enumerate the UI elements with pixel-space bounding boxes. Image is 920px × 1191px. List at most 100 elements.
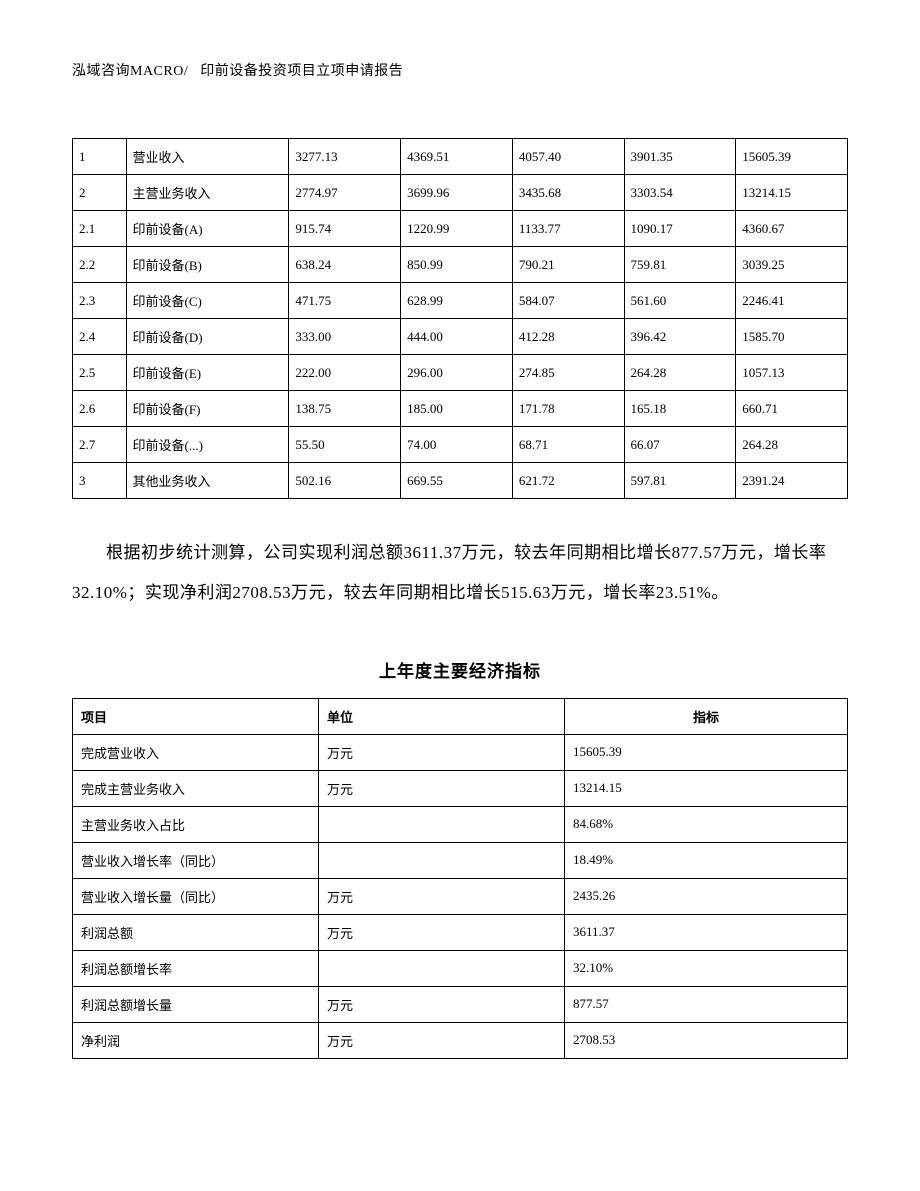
table-cell: 1585.70: [736, 319, 848, 355]
table-cell: 171.78: [512, 391, 624, 427]
table-row: 2.3印前设备(C)471.75628.99584.07561.602246.4…: [73, 283, 848, 319]
table-row: 完成主营业务收入万元13214.15: [73, 770, 848, 806]
table-cell: 印前设备(C): [126, 283, 289, 319]
table-cell: [319, 806, 565, 842]
indicator-header-item: 项目: [73, 698, 319, 734]
table-cell: 13214.15: [565, 770, 848, 806]
table-cell: 412.28: [512, 319, 624, 355]
table-cell: 3039.25: [736, 247, 848, 283]
table-cell: 1133.77: [512, 211, 624, 247]
table-cell: 2: [73, 175, 127, 211]
table-cell: 印前设备(E): [126, 355, 289, 391]
table-cell: 759.81: [624, 247, 736, 283]
table-cell: 2.4: [73, 319, 127, 355]
table-row: 2.2印前设备(B)638.24850.99790.21759.813039.2…: [73, 247, 848, 283]
table-row: 净利润万元2708.53: [73, 1022, 848, 1058]
table-cell: 印前设备(F): [126, 391, 289, 427]
table-cell: 2708.53: [565, 1022, 848, 1058]
table-cell: 2.5: [73, 355, 127, 391]
table-cell: 15605.39: [565, 734, 848, 770]
table-cell: 2.3: [73, 283, 127, 319]
table-cell: 净利润: [73, 1022, 319, 1058]
table-cell: 完成营业收入: [73, 734, 319, 770]
table-cell: 15605.39: [736, 139, 848, 175]
header-title: 印前设备投资项目立项申请报告: [200, 64, 403, 79]
table-cell: 1220.99: [401, 211, 513, 247]
indicator-header-unit: 单位: [319, 698, 565, 734]
revenue-table: 1营业收入3277.134369.514057.403901.3515605.3…: [72, 138, 848, 499]
table-cell: 138.75: [289, 391, 401, 427]
table-cell: 55.50: [289, 427, 401, 463]
table-cell: 296.00: [401, 355, 513, 391]
table-row: 2主营业务收入2774.973699.963435.683303.5413214…: [73, 175, 848, 211]
table-cell: 471.75: [289, 283, 401, 319]
table-cell: 利润总额增长量: [73, 986, 319, 1022]
table-cell: 68.71: [512, 427, 624, 463]
table-cell: 印前设备(D): [126, 319, 289, 355]
table-cell: 印前设备(A): [126, 211, 289, 247]
table-cell: 其他业务收入: [126, 463, 289, 499]
table-row: 2.4印前设备(D)333.00444.00412.28396.421585.7…: [73, 319, 848, 355]
table-cell: 1090.17: [624, 211, 736, 247]
table-row: 利润总额增长率32.10%: [73, 950, 848, 986]
table-cell: 1: [73, 139, 127, 175]
table-row: 利润总额增长量万元877.57: [73, 986, 848, 1022]
table-cell: 396.42: [624, 319, 736, 355]
table-cell: 84.68%: [565, 806, 848, 842]
table-cell: 营业收入增长量（同比）: [73, 878, 319, 914]
table-cell: 万元: [319, 914, 565, 950]
table-row: 2.7印前设备(...)55.5074.0068.7166.07264.28: [73, 427, 848, 463]
table-cell: 18.49%: [565, 842, 848, 878]
indicator-table: 项目 单位 指标 完成营业收入万元15605.39完成主营业务收入万元13214…: [72, 698, 848, 1059]
table-row: 2.1印前设备(A)915.741220.991133.771090.17436…: [73, 211, 848, 247]
table-cell: 营业收入: [126, 139, 289, 175]
table-row: 营业收入增长率（同比）18.49%: [73, 842, 848, 878]
table-cell: 621.72: [512, 463, 624, 499]
table-cell: 印前设备(...): [126, 427, 289, 463]
table-cell: 2774.97: [289, 175, 401, 211]
table-cell: 165.18: [624, 391, 736, 427]
table-cell: 628.99: [401, 283, 513, 319]
table-cell: 3277.13: [289, 139, 401, 175]
table-row: 2.6印前设备(F)138.75185.00171.78165.18660.71: [73, 391, 848, 427]
table-cell: 1057.13: [736, 355, 848, 391]
table-cell: 4360.67: [736, 211, 848, 247]
table-cell: 2.6: [73, 391, 127, 427]
table-cell: 444.00: [401, 319, 513, 355]
table-row: 营业收入增长量（同比）万元2435.26: [73, 878, 848, 914]
table-cell: 597.81: [624, 463, 736, 499]
table-cell: 2391.24: [736, 463, 848, 499]
table-cell: 877.57: [565, 986, 848, 1022]
table-cell: 利润总额: [73, 914, 319, 950]
table-cell: 3435.68: [512, 175, 624, 211]
table-cell: 3901.35: [624, 139, 736, 175]
table-cell: 万元: [319, 734, 565, 770]
table-row: 主营业务收入占比84.68%: [73, 806, 848, 842]
table-cell: 222.00: [289, 355, 401, 391]
table-row: 利润总额万元3611.37: [73, 914, 848, 950]
table-cell: 790.21: [512, 247, 624, 283]
section-title: 上年度主要经济指标: [72, 657, 848, 682]
header-company: 泓域咨询MACRO/: [72, 64, 188, 79]
table-cell: [319, 950, 565, 986]
table-cell: 66.07: [624, 427, 736, 463]
table-cell: 3303.54: [624, 175, 736, 211]
table-cell: 4057.40: [512, 139, 624, 175]
table-cell: 32.10%: [565, 950, 848, 986]
table-cell: 2435.26: [565, 878, 848, 914]
table-cell: 万元: [319, 986, 565, 1022]
table-cell: 3611.37: [565, 914, 848, 950]
table-cell: 2.7: [73, 427, 127, 463]
table-cell: 3: [73, 463, 127, 499]
table-cell: 2.2: [73, 247, 127, 283]
table-cell: 561.60: [624, 283, 736, 319]
table-cell: 502.16: [289, 463, 401, 499]
table-cell: 印前设备(B): [126, 247, 289, 283]
table-cell: 3699.96: [401, 175, 513, 211]
table-cell: [319, 842, 565, 878]
table-row: 2.5印前设备(E)222.00296.00274.85264.281057.1…: [73, 355, 848, 391]
table-cell: 万元: [319, 878, 565, 914]
table-cell: 584.07: [512, 283, 624, 319]
indicator-header-row: 项目 单位 指标: [73, 698, 848, 734]
table-cell: 2.1: [73, 211, 127, 247]
